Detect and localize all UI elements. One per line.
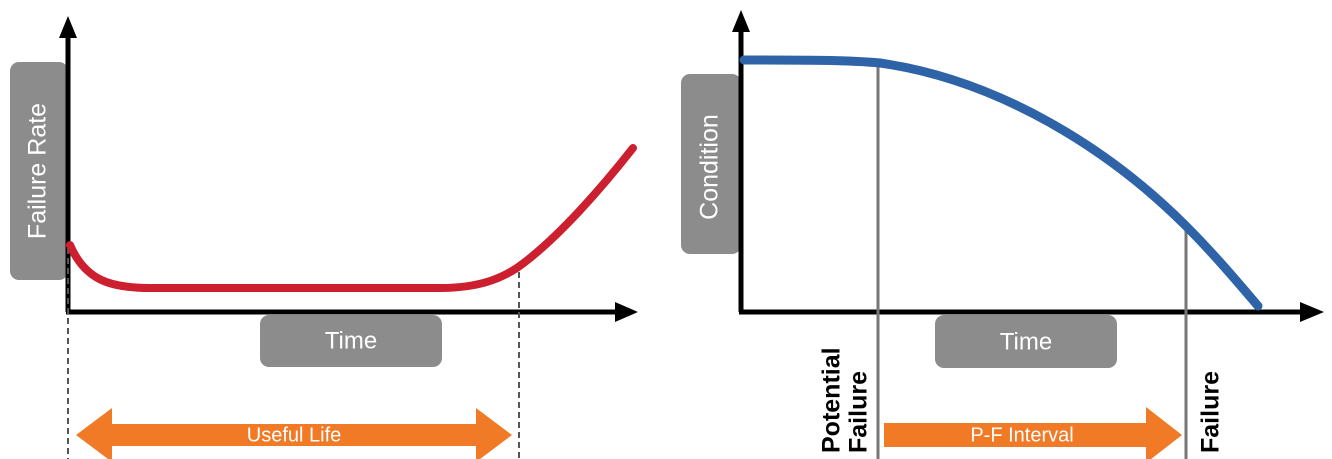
left-time-label: Time [325,327,377,354]
bathtub-chart: Failure Rate Time Useful Life [10,16,638,459]
right-x-axis-arrowhead [1300,302,1324,322]
pf-curve-chart: Condition Time Potential Failure Failure… [681,10,1324,459]
pf-interval-label: P-F Interval [970,424,1073,446]
right-y-axis-arrowhead [732,10,750,32]
right-time-label-box [935,315,1117,368]
potential-failure-label-line2: Failure [845,371,873,453]
right-time-label: Time [1000,328,1052,355]
failure-label: Failure [1197,371,1225,453]
failure-rate-label-box [10,62,68,280]
useful-life-label: Useful Life [247,424,342,446]
left-y-axis-arrowhead [59,16,77,38]
pf-interval-arrow [884,407,1182,459]
condition-label: Condition [696,114,724,220]
potential-failure-label-line1: Potential [818,347,846,453]
useful-life-arrow [76,408,512,459]
failure-rate-label: Failure Rate [24,103,52,239]
left-x-axis-arrowhead [615,302,638,322]
left-time-label-box [260,315,442,367]
bathtub-curve [66,144,637,292]
condition-label-box [681,74,741,254]
condition-curve [739,55,1263,311]
